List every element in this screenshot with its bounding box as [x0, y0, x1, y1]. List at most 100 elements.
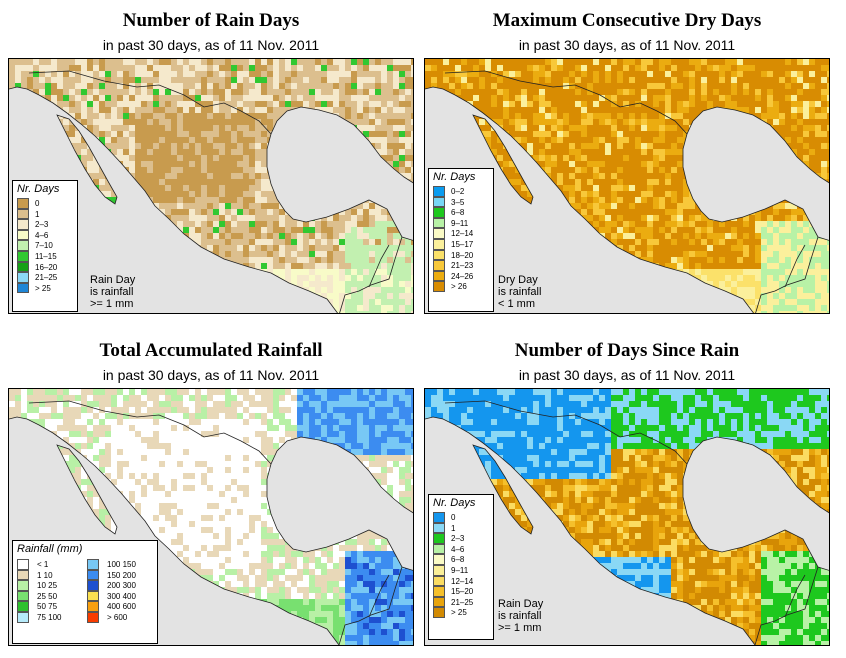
grid-cell — [321, 221, 327, 227]
grid-cell — [737, 89, 743, 95]
grid-cell — [557, 119, 563, 125]
grid-cell — [135, 125, 141, 131]
grid-cell — [551, 125, 557, 131]
grid-cell — [117, 125, 123, 131]
grid-cell — [387, 125, 393, 131]
grid-cell — [503, 77, 509, 83]
grid-cell — [393, 59, 399, 65]
grid-cell — [129, 77, 135, 83]
grid-cell — [237, 227, 243, 233]
grid-cell — [665, 71, 671, 77]
grid-cell — [201, 161, 207, 167]
grid-cell — [75, 131, 81, 137]
grid-cell — [237, 209, 243, 215]
note-line: Rain Day — [90, 274, 136, 286]
grid-cell — [821, 77, 827, 83]
grid-cell — [285, 251, 291, 257]
grid-cell — [81, 155, 87, 161]
grid-cell — [611, 65, 617, 71]
grid-cell — [659, 89, 665, 95]
grid-cell — [719, 77, 725, 83]
grid-cell — [225, 59, 231, 65]
grid-cell — [575, 95, 581, 101]
grid-cell — [219, 59, 225, 65]
grid-cell — [261, 149, 267, 155]
grid-cell — [815, 89, 821, 95]
grid-cell — [219, 203, 225, 209]
grid-cell — [809, 65, 815, 71]
grid-cell — [707, 221, 713, 227]
grid-cell — [551, 77, 557, 83]
grid-cell — [33, 77, 39, 83]
grid-cell — [411, 263, 413, 269]
grid-cell — [165, 125, 171, 131]
grid-cell — [141, 125, 147, 131]
grid-cell — [809, 77, 815, 83]
grid-cell — [587, 119, 593, 125]
grid-cell — [461, 59, 467, 65]
grid-cell — [195, 107, 201, 113]
grid-cell — [467, 59, 473, 65]
grid-cell — [351, 287, 357, 293]
grid-cell — [339, 107, 345, 113]
grid-cell — [587, 65, 593, 71]
grid-cell — [117, 155, 123, 161]
grid-cell — [381, 89, 387, 95]
grid-cell — [231, 167, 237, 173]
grid-cell — [255, 179, 261, 185]
grid-cell — [207, 209, 213, 215]
grid-cell — [195, 227, 201, 233]
grid-cell — [405, 143, 411, 149]
grid-cell — [111, 131, 117, 137]
grid-cell — [659, 233, 665, 239]
grid-cell — [551, 83, 557, 89]
grid-cell — [587, 179, 593, 185]
grid-cell — [605, 95, 611, 101]
grid-cell — [449, 65, 455, 71]
grid-cell — [219, 137, 225, 143]
grid-cell — [521, 71, 527, 77]
grid-cell — [659, 101, 665, 107]
grid-cell — [557, 89, 563, 95]
grid-cell — [57, 77, 63, 83]
grid-cell — [243, 59, 249, 65]
grid-cell — [791, 119, 797, 125]
grid-cell — [605, 209, 611, 215]
grid-cell — [803, 131, 809, 137]
grid-cell — [623, 191, 629, 197]
grid-cell — [449, 77, 455, 83]
grid-cell — [743, 107, 749, 113]
grid-cell — [183, 119, 189, 125]
grid-cell — [713, 95, 719, 101]
grid-cell — [363, 83, 369, 89]
grid-cell — [363, 275, 369, 281]
grid-cell — [665, 125, 671, 131]
grid-cell — [665, 149, 671, 155]
grid-cell — [33, 65, 39, 71]
grid-cell — [593, 89, 599, 95]
grid-cell — [485, 77, 491, 83]
grid-cell — [797, 83, 803, 89]
grid-cell — [285, 275, 291, 281]
grid-cell — [201, 89, 207, 95]
grid-cell — [273, 221, 279, 227]
panel-subtitle: in past 30 days, as of 11 Nov. 2011 — [518, 37, 736, 53]
grid-cell — [381, 149, 387, 155]
grid-cell — [761, 221, 767, 227]
grid-cell — [677, 221, 683, 227]
grid-cell — [123, 113, 129, 119]
grid-cell — [405, 263, 411, 269]
grid-cell — [581, 59, 587, 65]
grid-cell — [231, 59, 237, 65]
grid-cell — [183, 65, 189, 71]
grid-cell — [165, 65, 171, 71]
grid-cell — [339, 251, 345, 257]
grid-cell — [695, 95, 701, 101]
grid-cell — [321, 89, 327, 95]
grid-cell — [165, 101, 171, 107]
grid-cell — [569, 107, 575, 113]
grid-cell — [237, 197, 243, 203]
grid-cell — [213, 71, 219, 77]
grid-cell — [33, 89, 39, 95]
grid-cell — [581, 179, 587, 185]
